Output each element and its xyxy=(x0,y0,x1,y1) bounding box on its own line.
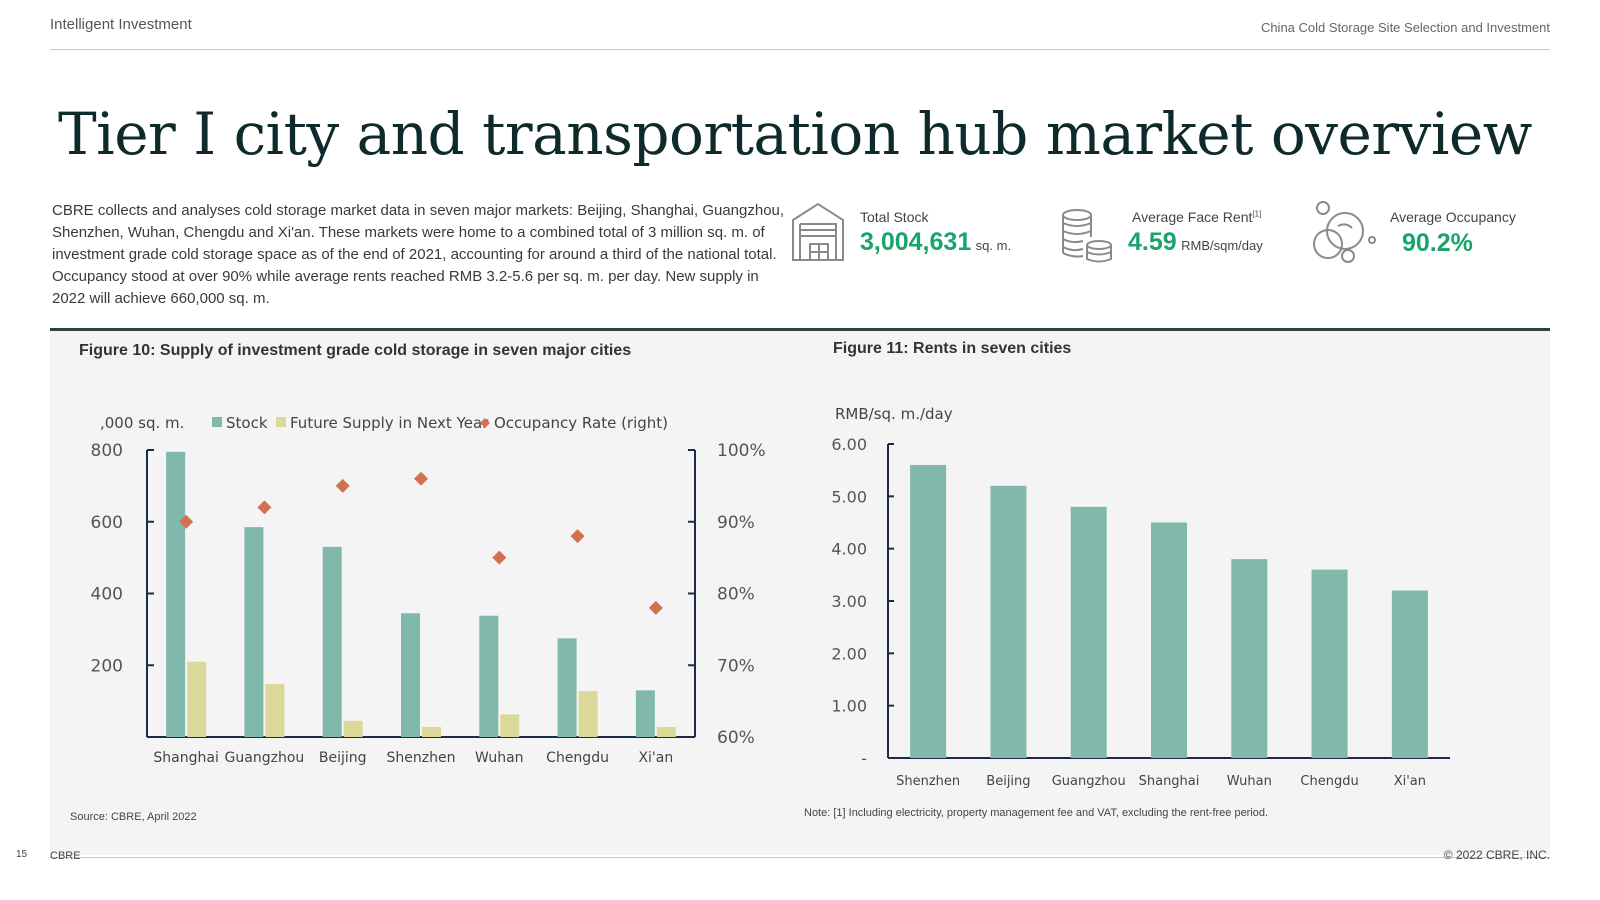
legend-future-label: Future Supply in Next Year xyxy=(290,414,489,432)
stock-bar xyxy=(322,546,342,737)
future-supply-bar xyxy=(656,726,676,737)
figure10-y2tick-label: 100% xyxy=(717,441,766,461)
legend-stock-label: Stock xyxy=(226,414,268,432)
kpi-occupancy-value: 90.2% xyxy=(1402,229,1473,257)
future-supply-bar xyxy=(500,714,520,737)
rent-bar xyxy=(990,485,1027,758)
rent-bar xyxy=(1311,569,1348,758)
figure10-ytick-label: 400 xyxy=(91,585,123,605)
legend-occupancy-marker xyxy=(480,418,490,428)
figure10-category-label: Guangzhou xyxy=(225,750,305,766)
future-supply-bar xyxy=(187,661,207,737)
kpi-rent-footnote: [1] xyxy=(1252,209,1262,219)
header-brand: Intelligent Investment xyxy=(50,16,192,33)
figure10-category-label: Shenzhen xyxy=(387,750,456,766)
figure10-category-label: Shanghai xyxy=(153,750,218,766)
figure10-chart: ,000 sq. m. Stock Future Supply in Next Ye… xyxy=(91,414,766,766)
future-supply-bar xyxy=(343,720,363,737)
figure10-y2tick-label: 80% xyxy=(717,585,755,605)
figure11-category-label: Shenzhen xyxy=(896,774,960,789)
rent-bar xyxy=(1391,590,1428,758)
figure10-category-label: Xi'an xyxy=(638,750,673,766)
chart-panel xyxy=(50,331,1550,855)
figure11-ytick-label: 2.00 xyxy=(831,644,867,663)
legend-future-swatch xyxy=(276,417,286,427)
bubbles-icon xyxy=(1310,198,1380,266)
occupancy-marker xyxy=(335,478,350,493)
kpi-rent: 4.59 RMB/sqm/day xyxy=(1128,228,1263,257)
kpi-stock: 3,004,631 sq. m. xyxy=(860,228,1011,257)
figure11-category-label: Xi'an xyxy=(1394,774,1426,789)
legend-stock-swatch xyxy=(212,417,222,427)
future-supply-bar xyxy=(578,691,598,737)
kpi-stock-label: Total Stock xyxy=(860,209,929,225)
figure10-y2tick-label: 60% xyxy=(717,728,755,748)
occupancy-marker xyxy=(570,529,585,544)
kpi-occupancy-label: Average Occupancy xyxy=(1390,209,1516,225)
stock-bar xyxy=(401,613,420,737)
source-note: Source: CBRE, April 2022 xyxy=(70,811,197,823)
page-number: 15 xyxy=(16,849,28,860)
figure11-chart: RMB/sq. m./day 6.00 5.00 4.00 3.00 2.00 1.00 - S… xyxy=(831,405,1450,789)
figure11-ytick-label: 1.00 xyxy=(831,697,867,716)
kpi-rent-label: Average Face Rent xyxy=(1132,209,1253,225)
figure11-category-label: Chengdu xyxy=(1300,774,1358,789)
figure11-category-label: Shanghai xyxy=(1139,774,1200,789)
kpi-rent-unit: RMB/sqm/day xyxy=(1181,238,1263,253)
occupancy-marker xyxy=(648,600,663,615)
rent-bar xyxy=(1231,559,1268,758)
legend-occupancy-label: Occupancy Rate (right) xyxy=(494,414,668,432)
rent-bar xyxy=(1070,506,1107,758)
kpi-rent-label-wrap: Average Face Rent[1] xyxy=(1132,209,1261,225)
figure11-ytick-label: 5.00 xyxy=(831,487,867,506)
figure10-title: Figure 10: Supply of investment grade co… xyxy=(79,342,632,359)
figure11-ytick-label: 3.00 xyxy=(831,592,867,611)
occupancy-marker xyxy=(492,550,507,565)
header-divider xyxy=(50,49,1550,50)
stock-bar xyxy=(635,690,655,737)
kpi-rent-value: 4.59 xyxy=(1128,228,1177,256)
kpi-stock-value: 3,004,631 xyxy=(860,228,972,256)
rent-bar xyxy=(910,464,947,758)
figure10-category-label: Chengdu xyxy=(546,750,609,766)
figure10-category-label: Wuhan xyxy=(475,750,524,766)
figure11-ytick-label: 4.00 xyxy=(831,540,867,559)
figure10-ytick-label: 600 xyxy=(91,513,123,533)
stock-bar xyxy=(244,527,264,737)
figure11-ytick-label: - xyxy=(861,749,867,768)
footer-divider xyxy=(50,857,1550,858)
figure10-ytick-label: 800 xyxy=(91,441,123,461)
section-divider xyxy=(50,328,1550,331)
figure10-ylabel: ,000 sq. m. xyxy=(100,414,184,432)
occupancy-marker xyxy=(257,500,272,515)
occupancy-marker xyxy=(179,514,194,529)
figure11-category-label: Wuhan xyxy=(1227,774,1272,789)
stock-bar xyxy=(166,451,186,737)
stock-bar xyxy=(557,638,577,737)
header-report-title: China Cold Storage Site Selection and In… xyxy=(1260,20,1550,35)
occupancy-marker xyxy=(414,471,428,486)
stock-bar xyxy=(479,615,499,737)
copyright: © 2022 CBRE, INC. xyxy=(1443,848,1550,862)
figure10-category-label: Beijing xyxy=(319,750,367,766)
rent-bar xyxy=(1151,522,1187,758)
footer-brand: CBRE xyxy=(50,850,81,862)
footnote: Note: [1] Including electricity, propert… xyxy=(804,807,1269,819)
figure10-y2tick-label: 90% xyxy=(717,513,755,533)
figure11-category-label: Beijing xyxy=(986,774,1030,789)
figure10-ytick-label: 200 xyxy=(91,656,123,676)
coins-icon xyxy=(1055,207,1115,263)
kpi-stock-unit: sq. m. xyxy=(975,238,1012,253)
page-title: Tier I city and transportation hub marke… xyxy=(58,100,1532,168)
figure11-category-label: Guangzhou xyxy=(1052,774,1126,789)
warehouse-icon xyxy=(790,200,846,262)
figure11-ylabel: RMB/sq. m./day xyxy=(835,405,953,423)
intro-paragraph: CBRE collects and analyses cold storage … xyxy=(52,202,785,307)
figure10-y2tick-label: 70% xyxy=(717,656,755,676)
future-supply-bar xyxy=(265,683,285,737)
figure11-title: Figure 11: Rents in seven cities xyxy=(833,340,1072,357)
future-supply-bar xyxy=(422,726,441,737)
figure11-ytick-label: 6.00 xyxy=(831,435,867,454)
